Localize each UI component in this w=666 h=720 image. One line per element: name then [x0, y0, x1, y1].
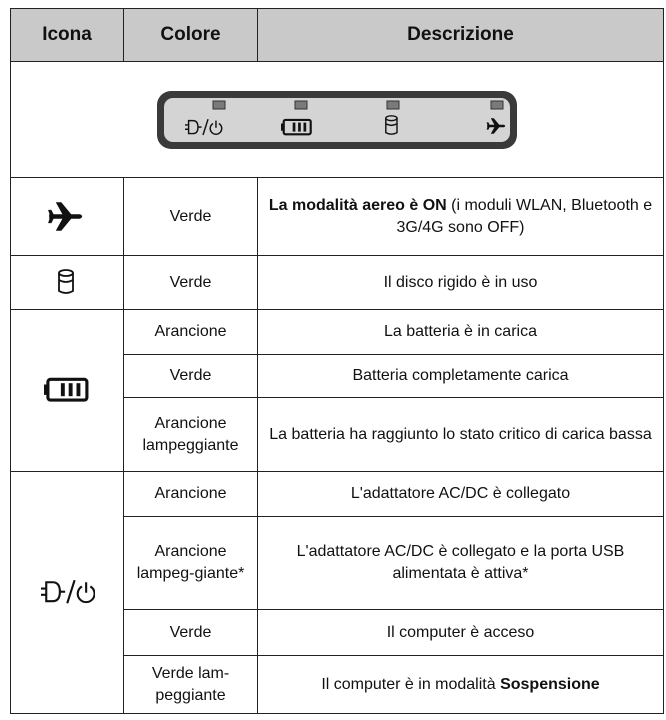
icon-cell: [10, 309, 124, 472]
icon-battery: [42, 377, 89, 402]
color-cell: Verde: [123, 177, 258, 256]
description-cell: Il computer è acceso: [257, 609, 664, 656]
description-text: Il computer è in modalità: [321, 675, 501, 693]
table-row: Verde La modalità aereo è ON (i moduli WL…: [10, 177, 664, 256]
description-text: Il disco rigido è in uso: [383, 273, 538, 291]
header-cell: Descrizione: [257, 8, 664, 62]
description-text: L'adattatore AC/DC è collegato e la port…: [296, 543, 625, 582]
description-cell: Batteria completamente carica: [257, 354, 664, 398]
icon-disk: [58, 268, 74, 294]
icon-cell: [10, 177, 124, 256]
description-cell: L'adattatore AC/DC è collegato: [257, 471, 664, 517]
color-cell: Verde lam-peggiante: [123, 655, 258, 714]
description-cell: La batteria ha raggiunto lo stato critic…: [257, 397, 664, 472]
color-cell: Arancione: [123, 309, 258, 355]
icon-airplane: [48, 202, 83, 231]
description-text: Sospensione: [500, 675, 600, 693]
header-row: Icona Colore Descrizione: [10, 8, 664, 62]
description-text: La modalità aereo è ON: [268, 196, 447, 214]
description-text: (i moduli WLAN, Bluetooth e 3G/4G sono O…: [396, 196, 653, 236]
table-row: Arancione L'adattatore AC/DC è collegato: [10, 471, 664, 714]
description-text: Il computer è acceso: [386, 623, 535, 641]
table-row: Verde Il disco rigido è in uso: [10, 255, 664, 310]
header-cell: Colore: [123, 8, 258, 62]
description-text: L'adattatore AC/DC è collegato: [350, 485, 571, 502]
description-cell: Il computer è in modalità Sospensione: [257, 655, 664, 714]
icon-power: [39, 578, 96, 605]
header-cell: Icona: [10, 8, 124, 62]
led-table: Icona Colore Descrizione Verde La modalit…: [10, 8, 664, 714]
color-cell: Verde: [123, 354, 258, 398]
table-row: Verde lam-peggiante Il computer è in moda…: [11, 655, 664, 714]
description-text: Batteria completamente carica: [352, 367, 569, 384]
table-row: Arancione lampeggiante La batteria ha rag…: [11, 397, 664, 472]
description-cell: Il disco rigido è in uso: [257, 255, 664, 310]
description-cell: La modalità aereo è ON (i moduli WLAN, B…: [257, 177, 664, 256]
led-panel: [157, 90, 517, 149]
panel-cell: [10, 61, 664, 178]
icon-cell: [10, 255, 124, 310]
panel-row: [10, 61, 664, 178]
color-cell: Verde: [123, 609, 258, 656]
description-text: La batteria ha raggiunto lo stato critic…: [269, 425, 652, 443]
table-row: Verde Il computer è acceso: [11, 609, 664, 656]
description-cell: La batteria è in carica: [257, 309, 664, 355]
table-row: Arancione La batteria è in carica: [10, 309, 664, 472]
description-cell: L'adattatore AC/DC è collegato e la port…: [257, 516, 664, 610]
description-text: La batteria è in carica: [384, 323, 537, 340]
color-cell: Arancione lampeggiante: [123, 397, 258, 472]
table-body: Verde La modalità aereo è ON (i moduli WL…: [10, 61, 664, 714]
icon-cell: [10, 471, 124, 714]
color-cell: Arancione: [123, 471, 258, 517]
color-cell: Verde: [123, 255, 258, 310]
color-cell: Arancione lampeg-giante*: [123, 516, 258, 610]
